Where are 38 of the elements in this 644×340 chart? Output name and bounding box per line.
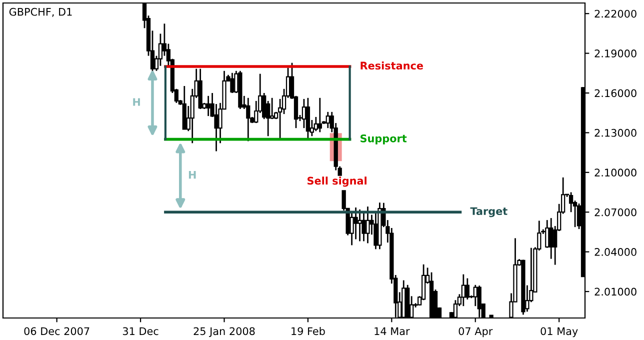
x-tick-label: 19 Feb [292, 327, 325, 336]
y-tick-label: 2.04000 [594, 248, 636, 256]
y-tick-label: 2.13000 [594, 128, 636, 137]
chart-title: GBPCHF, D1 [9, 8, 72, 17]
ref-line-label: Target [470, 207, 508, 218]
candlestick [366, 206, 370, 244]
candlestick [374, 210, 378, 250]
candlestick [358, 208, 362, 242]
y-tick-label: 2.10000 [594, 168, 636, 177]
candlestick [206, 95, 210, 117]
candlestick [461, 274, 466, 307]
x-tick-label: 25 Jan 2008 [194, 327, 255, 338]
x-tick-label: 31 Dec [122, 327, 158, 336]
ref-line-label: Support [360, 134, 407, 144]
candlestick [354, 206, 358, 240]
ref-line-label: Resistance [360, 61, 423, 70]
y-tick-label: 2.19000 [594, 50, 636, 58]
y-tick-label: 2.16000 [594, 89, 636, 98]
x-tick-label: 06 Dec 2007 [24, 327, 90, 336]
x-tick-label: 07 Apr [458, 327, 493, 338]
y-tick-label: 2.22000 [594, 10, 636, 18]
candlestick [545, 219, 550, 249]
y-tick-label: 2.01000 [594, 288, 636, 296]
x-tick-label: 14 Mar [374, 327, 410, 336]
candlestick [230, 72, 234, 94]
annotation: H [133, 98, 140, 106]
candlestick [326, 111, 330, 129]
x-tick-label: 01 May [540, 327, 578, 338]
candlestick [270, 97, 274, 120]
annotation: H [188, 171, 196, 179]
candlestick [246, 97, 250, 142]
candlestick [362, 210, 366, 242]
candlestick [465, 278, 470, 300]
candlestick [302, 98, 306, 129]
candlestick [318, 97, 322, 133]
candlestick [473, 284, 478, 307]
annotation: Sell signal [308, 176, 366, 187]
y-tick-label: 2.07000 [594, 208, 636, 216]
